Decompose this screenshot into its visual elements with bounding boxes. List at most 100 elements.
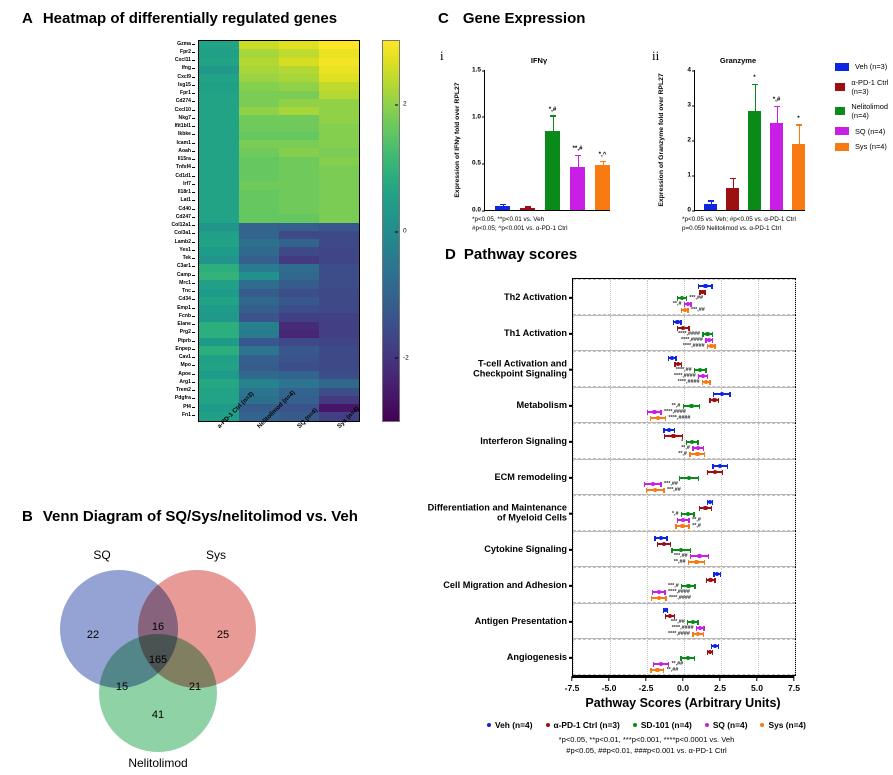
confidence-interval-cap [697,439,699,445]
confidence-interval-cap [721,469,724,475]
heatmap-cell [199,115,239,124]
pathway-significance-annotation: ****,#### [673,373,696,379]
heatmap-cell [199,263,239,272]
heatmap-cell [319,82,359,91]
error-bar [710,201,712,204]
heatmap-cell [239,296,279,305]
heatmap-cell [319,131,359,140]
pathway-band: Angiogenesis **,## **,## [507,639,796,675]
heatmap-cell [239,156,279,165]
panel-c-sub-i-label: i [440,48,444,63]
colorbar-tick: -2 [395,354,409,361]
heatmap-cell [199,49,239,58]
heatmap-cell [279,404,319,413]
grid-line [573,424,575,458]
grid-line [795,388,797,422]
grid-line [758,424,760,458]
heatmap-cell [319,156,359,165]
panel-a-heatmap: A Heatmap of differentially regulated ge… [0,0,430,480]
heatmap-gene-label: Ptprb [178,337,195,345]
heatmap-cell [279,164,319,173]
heatmap-cell [199,272,239,281]
pathway-significance-annotation: ****,#### [668,589,690,595]
grid-line [573,496,575,530]
legend-label: α-PD-1 Ctrl (n=3) [851,77,889,96]
bar-chart-y-tick: 0.0 [472,207,486,214]
panel-c-sub-ii-label: ii [652,48,660,63]
grid-line [684,352,686,386]
heatmap-cell [279,354,319,363]
legend-label: Sys (n=4) [855,142,887,151]
confidence-interval-cap [676,517,679,523]
heatmap-cell [319,354,359,363]
grid-line [610,532,612,566]
pathway-legend-item-3: SQ (n=4) [704,720,747,730]
data-point-marker [706,337,712,343]
heatmap-cell [199,222,239,231]
grid-line [610,568,612,602]
heatmap-cell [199,362,239,371]
pathway-significance-annotation: ****,#### [668,631,690,637]
legend-item-0: Veh (n=3) [835,62,893,71]
legend-item-4: Sys (n=4) [835,142,893,151]
data-point-marker [690,619,696,625]
legend-item-2: Nelitolimod (n=4) [835,102,893,120]
heatmap-cell [199,255,239,264]
confidence-interval-cap [702,631,704,637]
heatmap-gene-label: Arg1 [179,378,195,386]
heatmap-cell [279,49,319,58]
grid-line [573,280,575,314]
confidence-interval-cap [701,379,704,385]
heatmap-cell [319,140,359,149]
pathway-legend-item-1: α-PD-1 Ctrl (n=3) [545,720,620,730]
bar-chart-footnote-1: *p<0.05, **p<0.01 vs. Veh [472,216,545,223]
heatmap-cell [199,189,239,198]
heatmap-gene-label: Cav1 [179,354,195,362]
confidence-interval-cap [692,445,694,451]
heatmap-cell [279,263,319,272]
data-point-marker [685,655,690,661]
confidence-interval-cap [705,367,707,373]
heatmap-cell [199,214,239,223]
x-axis-tick-label: -5.0 [601,683,617,693]
heatmap-cell [239,173,279,182]
legend-swatch [835,127,849,135]
pathway-label: Angiogenesis [507,652,574,662]
venn-diagram: 22 16 25 165 15 21 41 SQ Sys Nelitolimod [40,542,280,770]
grid-line [795,316,797,350]
confidence-interval-cap [711,283,713,289]
panel-a-letter: A [22,10,33,27]
panel-c-legend: Veh (n=3) α-PD-1 Ctrl (n=3) Nelitolimod (n… [835,62,893,158]
heatmap-cell [279,371,319,380]
confidence-interval-cap [676,295,679,301]
confidence-interval-cap [680,511,683,517]
panel-d-letter: D [445,246,456,263]
confidence-interval-cap [650,415,652,421]
confidence-interval-cap [665,595,667,601]
heatmap-cell [199,173,239,182]
heatmap-cell [319,247,359,256]
confidence-interval-cap [667,661,670,667]
confidence-interval-cap [711,499,714,505]
heatmap-cell [279,313,319,322]
heatmap-cell [239,280,279,289]
error-bar-cap [524,206,531,208]
heatmap-cell [239,65,279,74]
heatmap-cell [319,272,359,281]
data-point-marker [685,301,690,307]
confidence-interval-cap [709,379,711,385]
heatmap-cell [239,140,279,149]
confidence-interval-cap [660,481,662,487]
heatmap-gene-label: Ifng [182,65,195,73]
heatmap-cell [279,346,319,355]
confidence-interval-cap [698,373,700,379]
colorbar-tick: 0 [395,228,407,235]
error-bar-cap [599,161,606,163]
heatmap-cell [239,230,279,239]
grid-line [647,352,649,386]
confidence-interval-cap [689,451,691,457]
grid-line [573,532,575,566]
confidence-interval-cap [652,661,655,667]
significance-annotation: *,^ [598,151,607,159]
heatmap-cell [279,338,319,347]
